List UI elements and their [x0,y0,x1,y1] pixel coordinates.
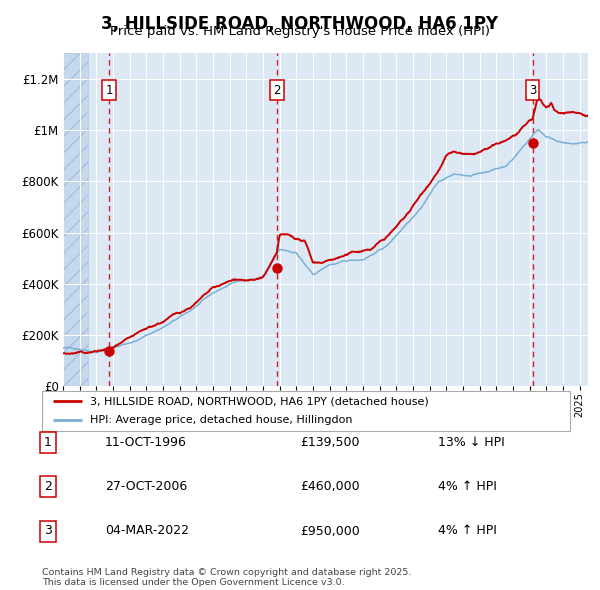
Text: £460,000: £460,000 [300,480,359,493]
Text: 2: 2 [44,480,52,493]
Text: 4% ↑ HPI: 4% ↑ HPI [438,525,497,537]
Text: HPI: Average price, detached house, Hillingdon: HPI: Average price, detached house, Hill… [89,415,352,425]
Text: 1: 1 [44,436,52,449]
FancyBboxPatch shape [42,391,570,431]
Text: £139,500: £139,500 [300,436,359,449]
Text: 3, HILLSIDE ROAD, NORTHWOOD, HA6 1PY (detached house): 3, HILLSIDE ROAD, NORTHWOOD, HA6 1PY (de… [89,396,428,407]
Text: 04-MAR-2022: 04-MAR-2022 [105,525,189,537]
Text: 3, HILLSIDE ROAD, NORTHWOOD, HA6 1PY: 3, HILLSIDE ROAD, NORTHWOOD, HA6 1PY [101,15,499,33]
Text: Price paid vs. HM Land Registry's House Price Index (HPI): Price paid vs. HM Land Registry's House … [110,25,490,38]
Text: 13% ↓ HPI: 13% ↓ HPI [438,436,505,449]
Text: Contains HM Land Registry data © Crown copyright and database right 2025.
This d: Contains HM Land Registry data © Crown c… [42,568,412,587]
Text: 3: 3 [529,84,536,97]
Bar [63,53,88,386]
Text: 11-OCT-1996: 11-OCT-1996 [105,436,187,449]
Text: 2: 2 [273,84,280,97]
Text: 1: 1 [106,84,113,97]
Text: 27-OCT-2006: 27-OCT-2006 [105,480,187,493]
Text: 3: 3 [44,525,52,537]
Text: £950,000: £950,000 [300,525,360,537]
Text: 4% ↑ HPI: 4% ↑ HPI [438,480,497,493]
